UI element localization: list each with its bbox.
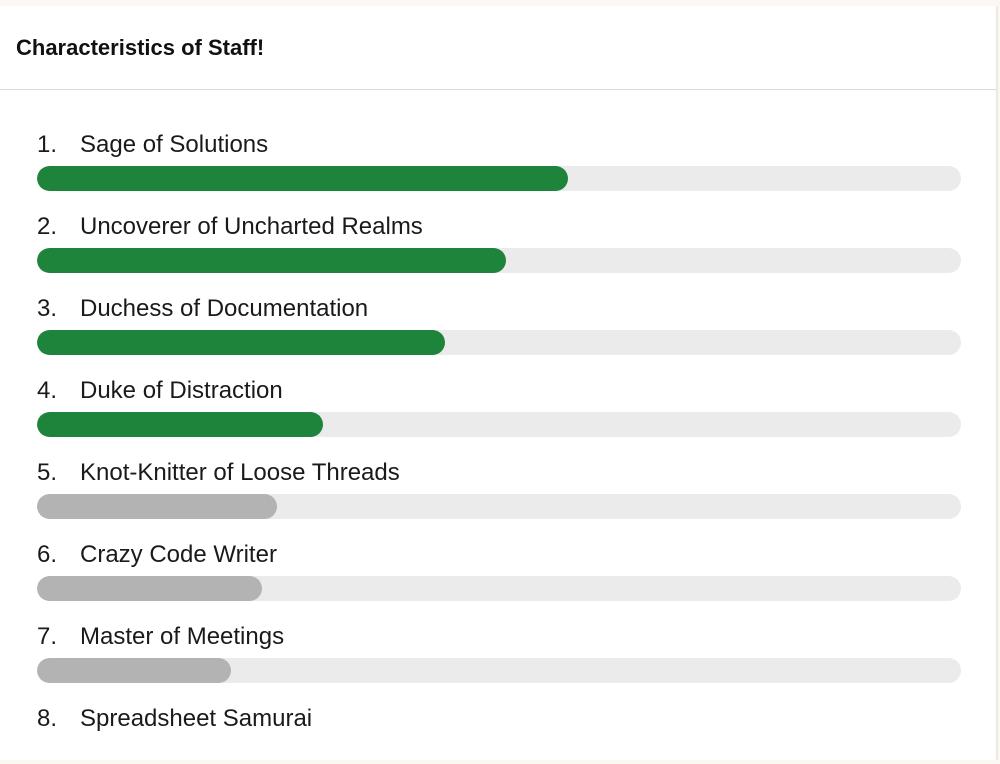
item-label: 8. Spreadsheet Samurai: [37, 702, 312, 736]
progress-fill: [37, 658, 232, 683]
progress-fill: [37, 412, 324, 437]
item-label: 1. Sage of Solutions: [37, 128, 268, 162]
item-number: 3.: [37, 295, 58, 322]
item-number: 7.: [37, 623, 58, 650]
item-text: Master of Meetings: [80, 623, 285, 650]
card-header: Characteristics of Staff!: [0, 6, 996, 90]
progress-fill: [37, 330, 446, 355]
item-label: 4. Duke of Distraction: [37, 374, 283, 408]
item-text: Crazy Code Writer: [80, 541, 277, 568]
card-title: Characteristics of Staff!: [16, 34, 265, 60]
item-label: 2. Uncoverer of Uncharted Realms: [37, 210, 423, 244]
item-label: 3. Duchess of Documentation: [37, 292, 368, 326]
item-text: Spreadsheet Samurai: [80, 705, 313, 732]
progress-fill: [37, 576, 263, 601]
staff-characteristics-card: Characteristics of Staff! 1. Sage of Solu…: [0, 6, 998, 760]
item-number: 1.: [37, 131, 58, 158]
item-text: Duchess of Documentation: [80, 295, 369, 322]
progress-track: [37, 330, 961, 355]
item-text: Sage of Solutions: [80, 131, 269, 158]
progress-track: [37, 658, 961, 683]
item-number: 2.: [37, 213, 58, 240]
item-number: 6.: [37, 541, 58, 568]
progress-track: [37, 576, 961, 601]
progress-track: [37, 248, 961, 273]
item-label: 7. Master of Meetings: [37, 620, 284, 654]
item-text: Duke of Distraction: [80, 377, 283, 404]
progress-track: [37, 412, 961, 437]
item-text: Knot-Knitter of Loose Threads: [80, 459, 400, 486]
item-label: 5. Knot-Knitter of Loose Threads: [37, 456, 400, 490]
progress-fill: [37, 248, 507, 273]
progress-fill: [37, 166, 569, 191]
item-label: 6. Crazy Code Writer: [37, 538, 277, 572]
progress-track: [37, 494, 961, 519]
progress-fill: [37, 494, 278, 519]
item-text: Uncoverer of Uncharted Realms: [80, 213, 423, 240]
item-number: 8.: [37, 705, 58, 732]
item-number: 4.: [37, 377, 58, 404]
progress-track: [37, 166, 961, 191]
item-number: 5.: [37, 459, 58, 486]
